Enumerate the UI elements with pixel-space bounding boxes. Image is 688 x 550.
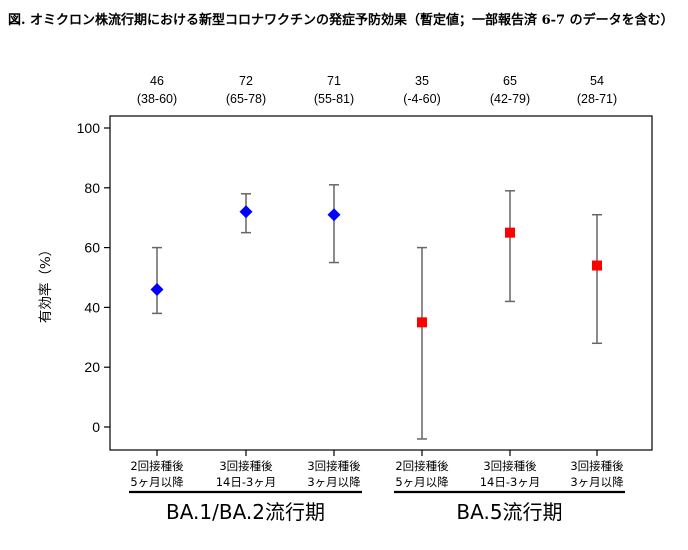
chart-title: 図. オミクロン株流行期における新型コロナワクチンの発症予防効果（暫定値；一部報…: [8, 13, 674, 28]
ci-label: (38-60): [137, 92, 177, 106]
data-point-diamond: [327, 208, 341, 222]
ci-label: (-4-60): [403, 92, 441, 106]
y-tick-label: 40: [84, 299, 100, 315]
estimate-label: 46: [150, 74, 164, 88]
x-category-label: 2回接種後: [395, 459, 449, 473]
x-category-label: 5ヶ月以降: [395, 475, 449, 489]
x-category-label: 14日-3ヶ月: [216, 475, 277, 489]
estimate-label: 54: [590, 74, 604, 88]
x-category-label: 5ヶ月以降: [130, 475, 184, 489]
x-category-label: 3回接種後: [307, 459, 361, 473]
x-category-label: 3ヶ月以降: [570, 475, 624, 489]
x-category-label: 3ヶ月以降: [307, 475, 361, 489]
data-point-square: [417, 317, 427, 328]
ci-label: (65-78): [226, 92, 266, 106]
x-category-label: 3回接種後: [570, 459, 624, 473]
estimate-label: 71: [327, 74, 341, 88]
x-category-label: 2回接種後: [130, 459, 184, 473]
x-category-label: 3回接種後: [483, 459, 537, 473]
data-point-diamond: [239, 205, 253, 219]
estimate-label: 65: [503, 74, 517, 88]
y-axis-label: 有効率（%）: [37, 243, 54, 323]
group-label: BA.5流行期: [456, 500, 562, 524]
data-point-square: [505, 227, 515, 238]
data-point-diamond: [150, 282, 164, 296]
ci-label: (55-81): [314, 92, 354, 106]
estimate-label: 35: [415, 74, 429, 88]
y-tick-label: 20: [84, 359, 100, 375]
group-label: BA.1/BA.2流行期: [166, 500, 325, 524]
plot-frame: [109, 115, 653, 451]
x-category-label: 14日-3ヶ月: [480, 475, 541, 489]
y-tick-label: 0: [92, 419, 100, 435]
data-point-square: [592, 260, 602, 271]
ci-label: (28-71): [577, 92, 617, 106]
x-category-label: 3回接種後: [219, 459, 273, 473]
ci-label: (42-79): [490, 92, 530, 106]
y-tick-label: 80: [84, 180, 100, 196]
y-tick-label: 60: [84, 240, 100, 256]
y-tick-label: 100: [77, 120, 101, 136]
estimate-label: 72: [239, 74, 253, 88]
